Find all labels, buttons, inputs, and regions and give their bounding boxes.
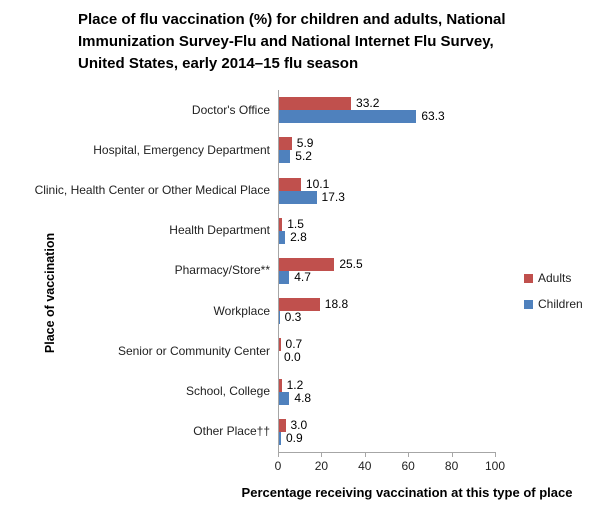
- category-label-text: Hospital, Emergency Department: [93, 142, 270, 157]
- category-label: Senior or Community Center: [34, 331, 270, 371]
- bar-adults: [279, 298, 320, 312]
- category-label: Clinic, Health Center or Other Medical P…: [34, 170, 270, 210]
- legend-item-children: Children: [524, 296, 583, 312]
- legend: Adults Children: [524, 270, 583, 322]
- legend-label: Adults: [538, 271, 572, 285]
- category-label-text: Doctor's Office: [191, 102, 270, 117]
- x-tick-mark: [278, 453, 279, 457]
- data-label: 3.0: [290, 417, 308, 432]
- data-label: 2.8: [290, 229, 307, 244]
- bar-children: [279, 311, 280, 325]
- bar-adults: [279, 97, 352, 111]
- bar-adults: [279, 137, 292, 151]
- category-label-text: School, College: [185, 384, 270, 399]
- x-tick-label: 60: [401, 459, 415, 473]
- x-tick-mark: [321, 453, 323, 457]
- axis-lines: [278, 90, 496, 453]
- x-tick-mark: [364, 453, 366, 457]
- bar-children: [279, 230, 286, 244]
- x-tick-mark: [451, 453, 453, 457]
- data-label: 5.2: [295, 149, 312, 164]
- category-label-text: Senior or Community Center: [117, 343, 270, 358]
- category-label: Pharmacy/Store**: [34, 251, 270, 291]
- x-axis-title: Percentage receiving vaccination at this…: [241, 485, 573, 500]
- legend-label: Children: [538, 297, 583, 311]
- category-label-text: Health Department: [169, 223, 270, 238]
- category-label: Health Department: [34, 211, 270, 251]
- legend-swatch-children: [524, 299, 533, 309]
- data-label: 4.8: [294, 390, 312, 405]
- bar-adults: [279, 258, 335, 271]
- bar-children: [279, 391, 290, 405]
- bar-children: [279, 271, 290, 284]
- category-label-text: Clinic, Health Center or Other Medical P…: [34, 183, 270, 198]
- category-label: Other Place††: [34, 412, 270, 452]
- category-label-text: Pharmacy/Store**: [174, 263, 270, 278]
- x-tick-label: 40: [358, 459, 372, 473]
- x-tick-label: 0: [274, 459, 282, 473]
- bar-adults: [279, 338, 281, 352]
- data-label: 10.1: [305, 176, 330, 191]
- bar-adults: [279, 177, 301, 191]
- category-label: Hospital, Emergency Department: [34, 130, 270, 170]
- x-tick-label: 100: [484, 459, 506, 473]
- category-label-text: Workplace: [213, 303, 270, 318]
- x-tick-mark: [408, 453, 410, 457]
- bar-adults: [279, 217, 283, 231]
- chart-title: Place of flu vaccination (%) for childre…: [78, 11, 506, 72]
- data-label: 63.3: [421, 109, 445, 124]
- legend-swatch-adults: [524, 273, 533, 283]
- category-label-text: Other Place††: [193, 424, 270, 439]
- bar-children: [279, 190, 317, 204]
- x-tick-label: 80: [444, 459, 459, 473]
- category-label: School, College: [34, 372, 270, 412]
- data-label: 0.7: [285, 337, 303, 352]
- legend-item-adults: Adults: [524, 270, 583, 286]
- data-label: 18.8: [324, 297, 349, 312]
- category-label: Workplace: [34, 291, 270, 331]
- data-label: 33.2: [356, 96, 380, 111]
- data-label: 1.5: [287, 216, 304, 231]
- data-label: 25.5: [339, 257, 363, 271]
- data-label: 4.7: [294, 270, 311, 284]
- bar-children: [279, 110, 417, 124]
- bar-adults: [279, 378, 282, 392]
- data-label: 5.9: [296, 136, 314, 151]
- bar-children: [279, 431, 281, 445]
- bar-children: [279, 150, 291, 164]
- data-label: 0.3: [284, 310, 302, 325]
- x-tick-mark: [495, 453, 496, 457]
- data-label: 0.9: [285, 430, 303, 445]
- bar-adults: [279, 418, 286, 432]
- data-label: 1.2: [286, 377, 304, 392]
- category-label: Doctor's Office: [34, 90, 270, 130]
- data-label: 0.0: [284, 350, 301, 365]
- x-tick-label: 20: [314, 459, 329, 473]
- data-label: 17.3: [321, 189, 345, 204]
